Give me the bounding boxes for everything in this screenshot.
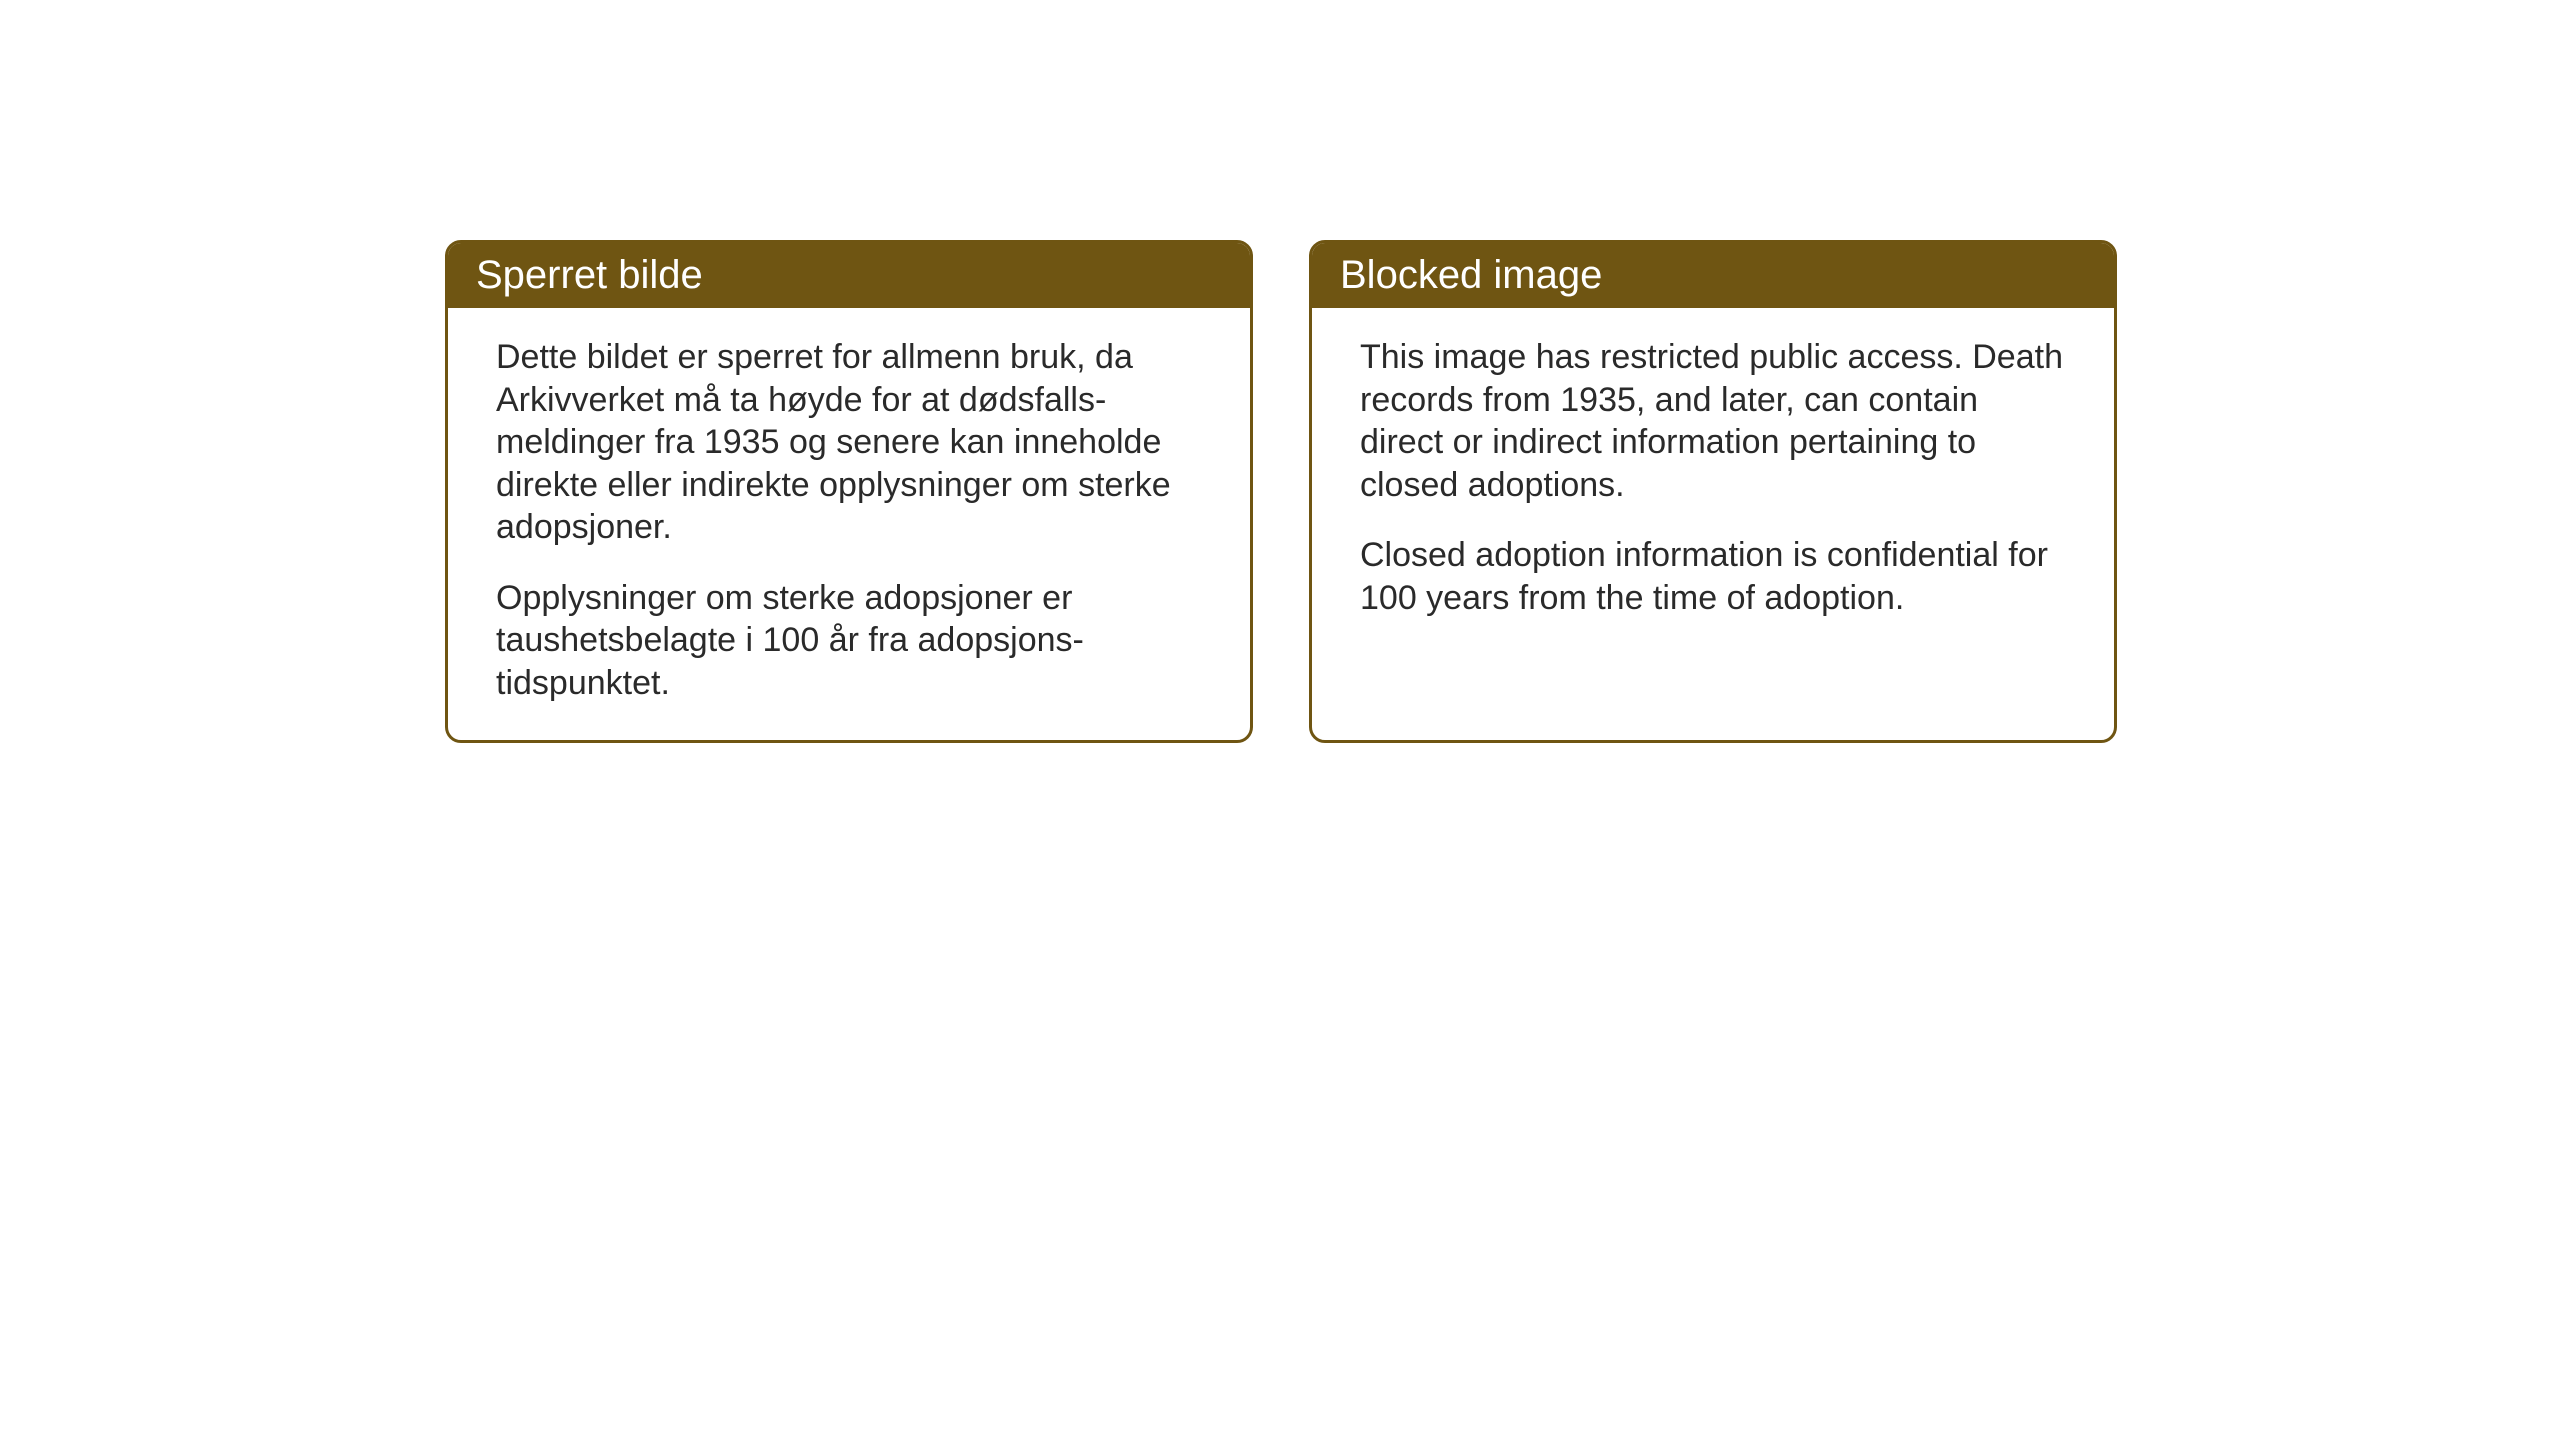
norwegian-paragraph-2: Opplysninger om sterke adopsjoner er tau…	[496, 577, 1202, 705]
english-notice-card: Blocked image This image has restricted …	[1309, 240, 2117, 743]
norwegian-card-body: Dette bildet er sperret for allmenn bruk…	[448, 308, 1250, 740]
norwegian-card-title: Sperret bilde	[448, 243, 1250, 308]
notice-cards-container: Sperret bilde Dette bildet er sperret fo…	[445, 240, 2117, 743]
norwegian-notice-card: Sperret bilde Dette bildet er sperret fo…	[445, 240, 1253, 743]
english-paragraph-2: Closed adoption information is confident…	[1360, 534, 2066, 619]
english-paragraph-1: This image has restricted public access.…	[1360, 336, 2066, 506]
english-card-title: Blocked image	[1312, 243, 2114, 308]
english-card-body: This image has restricted public access.…	[1312, 308, 2114, 655]
norwegian-paragraph-1: Dette bildet er sperret for allmenn bruk…	[496, 336, 1202, 549]
